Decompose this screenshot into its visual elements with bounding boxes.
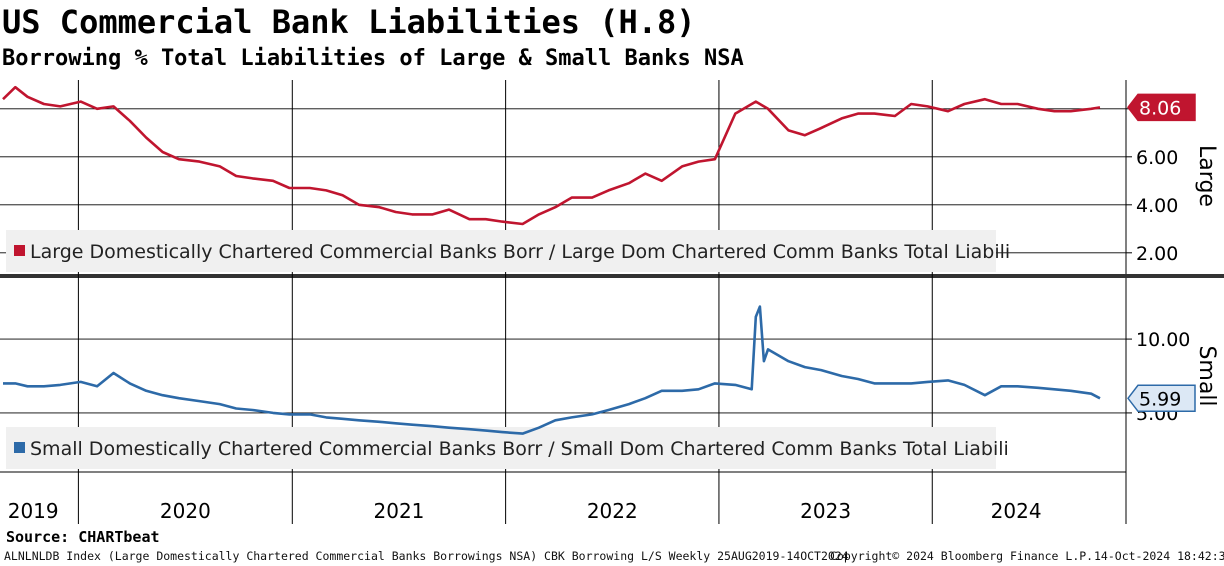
last-value-tag [1127,93,1196,122]
footer-index-info: ALNLNLDB Index (Large Domestically Chart… [4,549,849,563]
series-line-large [2,85,1101,226]
x-tick-label: 2021 [374,499,425,523]
y-tick-label: 6.00 [1136,147,1178,169]
x-tick-label: 2020 [160,499,211,523]
legend-swatch [14,442,25,453]
last-value-label: 8.06 [1139,97,1181,119]
last-value-label: 5.99 [1139,388,1181,410]
series-line-small [3,305,1101,435]
legend-box [6,427,996,469]
y-axis-label-large: Large [1194,145,1219,207]
legend-label: Small Domestically Chartered Commercial … [30,438,1009,460]
y-axis-label-small: Small [1194,345,1219,406]
footer-timestamp: 14-Oct-2024 18:42:33 [1094,549,1224,563]
last-value-tag [1127,384,1196,413]
x-tick-label: 2023 [800,499,851,523]
chart-title: US Commercial Bank Liabilities (H.8) [2,3,696,41]
legend-swatch [14,245,25,256]
y-tick-label: 4.00 [1136,195,1178,217]
y-tick-label: 2.00 [1136,243,1178,265]
footer-copyright: Copyright© 2024 Bloomberg Finance L.P. [830,549,1094,563]
chart-subtitle: Borrowing % Total Liabilities of Large &… [2,46,744,71]
x-tick-label: 2022 [587,499,638,523]
source-label: Source: CHARTbeat [6,528,160,546]
y-tick-label: 10.00 [1136,329,1190,351]
x-tick-label: 2024 [991,499,1042,523]
legend-box [6,230,996,272]
legend-label: Large Domestically Chartered Commercial … [30,241,1010,263]
x-tick-label: 2019 [8,499,59,523]
